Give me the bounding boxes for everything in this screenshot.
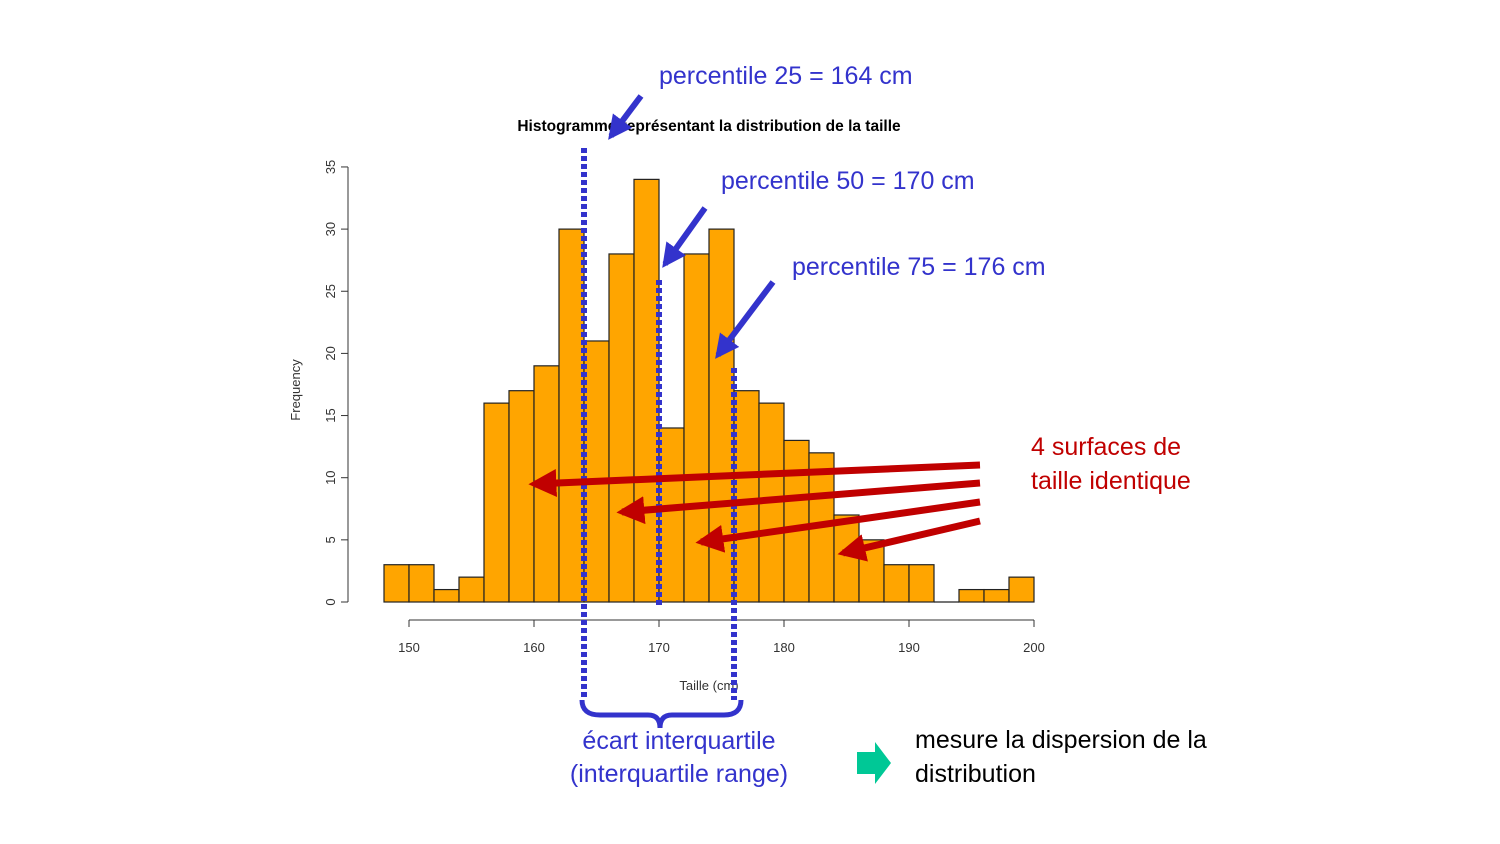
y-axis: 0 5 10 15 20 25 30 35 Frequency bbox=[288, 160, 349, 606]
histogram-bar bbox=[833, 514, 860, 603]
surface-arrow-3 bbox=[695, 498, 981, 553]
iqr-label-line1: écart interquartile bbox=[582, 727, 775, 755]
histogram-bar bbox=[983, 588, 1010, 603]
histogram-bar bbox=[483, 402, 510, 603]
histogram-bar bbox=[433, 588, 460, 603]
surface-arrow-4 bbox=[837, 517, 981, 562]
histogram-bar bbox=[558, 228, 585, 603]
surfaces-label-line2: taille identique bbox=[1031, 467, 1191, 495]
histogram-bar bbox=[508, 390, 535, 603]
chart-title: Histogramme représentant la distribution… bbox=[517, 118, 901, 135]
p75-arrow bbox=[715, 280, 776, 359]
percentile-lines bbox=[581, 148, 737, 700]
p50-label: percentile 50 = 170 cm bbox=[721, 167, 975, 195]
histogram-bar bbox=[658, 427, 685, 603]
histogram-bar bbox=[458, 576, 485, 603]
surface-arrow-1 bbox=[528, 461, 981, 498]
x-tick-label: 180 bbox=[773, 640, 795, 655]
x-tick-label: 170 bbox=[648, 640, 670, 655]
histogram-bar bbox=[908, 564, 935, 603]
x-tick-label: 200 bbox=[1023, 640, 1045, 655]
surfaces-label-line1: 4 surfaces de bbox=[1031, 433, 1181, 461]
histogram-bar bbox=[408, 564, 435, 603]
y-tick-label: 20 bbox=[323, 346, 338, 360]
note-line1: mesure la dispersion de la bbox=[915, 726, 1207, 754]
y-tick-label: 10 bbox=[323, 470, 338, 484]
histogram-bar bbox=[1008, 576, 1035, 603]
p50-arrow bbox=[662, 206, 708, 268]
y-axis-ticks: 0 5 10 15 20 25 30 35 bbox=[323, 160, 348, 606]
y-tick-label: 35 bbox=[323, 160, 338, 174]
x-tick-label: 150 bbox=[398, 640, 420, 655]
note-line2: distribution bbox=[915, 760, 1036, 788]
y-tick-label: 0 bbox=[323, 598, 338, 605]
y-tick-label: 30 bbox=[323, 222, 338, 236]
x-axis: 150 160 170 180 190 200 Taille (cm) bbox=[398, 619, 1045, 693]
x-tick-label: 160 bbox=[523, 640, 545, 655]
y-tick-label: 15 bbox=[323, 408, 338, 422]
histogram-bar bbox=[733, 390, 760, 603]
iqr-label-line2: (interquartile range) bbox=[570, 760, 788, 788]
histogram-bar bbox=[383, 564, 410, 603]
x-tick-label: 190 bbox=[898, 640, 920, 655]
x-axis-ticks: 150 160 170 180 190 200 bbox=[398, 620, 1045, 655]
p25-label: percentile 25 = 164 cm bbox=[659, 62, 913, 90]
y-tick-label: 5 bbox=[323, 536, 338, 543]
histogram-bar bbox=[683, 253, 710, 603]
note-arrow-icon bbox=[857, 742, 891, 784]
interquartile-brace bbox=[579, 699, 744, 729]
y-axis-label: Frequency bbox=[288, 359, 303, 421]
histogram-bar bbox=[608, 253, 635, 603]
y-tick-label: 25 bbox=[323, 284, 338, 298]
x-axis-label: Taille (cm) bbox=[679, 678, 738, 693]
histogram-bar bbox=[633, 178, 660, 603]
histogram-bar bbox=[583, 340, 610, 603]
p25-arrow bbox=[608, 94, 644, 140]
histogram-bar bbox=[883, 564, 910, 603]
histogram-bar bbox=[708, 228, 735, 603]
p75-label: percentile 75 = 176 cm bbox=[792, 253, 1046, 281]
histogram-bar bbox=[958, 588, 985, 603]
histogram-bar bbox=[783, 439, 810, 603]
surface-arrow-2 bbox=[616, 479, 981, 525]
